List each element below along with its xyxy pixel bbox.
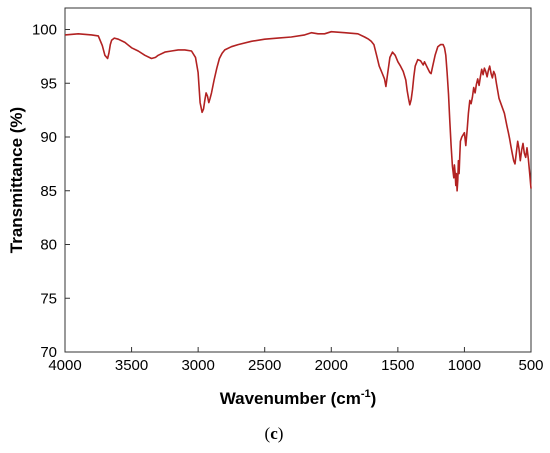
x-tick-label: 1000: [448, 357, 481, 374]
x-tick-label: 2500: [248, 357, 281, 374]
y-tick-label: 90: [40, 129, 57, 146]
caption-open: (: [265, 424, 271, 443]
x-tick-label: 500: [518, 357, 543, 374]
x-tick-label: 3000: [181, 357, 214, 374]
plot-frame: [64, 7, 532, 353]
y-tick-label: 100: [32, 22, 57, 39]
caption-letter: c: [270, 424, 278, 443]
x-tick-label: 1500: [381, 357, 414, 374]
figure-caption: (c): [265, 424, 284, 443]
x-tick-label: 4000: [48, 357, 81, 374]
x-axis-title-close: ): [371, 389, 377, 408]
y-axis-title: Transmittance (%): [7, 107, 26, 253]
x-axis-title-superscript: -1: [361, 388, 371, 400]
y-axis: 70 75 80 85 90 95 100: [32, 22, 70, 361]
x-tick-label: 3500: [115, 357, 148, 374]
caption-close: ): [278, 424, 284, 443]
x-axis: 4000 3500 3000 2500 2000 1500 1000 500: [48, 347, 544, 374]
plot-area-border: [64, 7, 532, 353]
y-tick-label: 95: [40, 75, 57, 92]
x-axis-title: Wavenumber (cm-1): [220, 388, 377, 408]
series-group: [64, 30, 532, 192]
y-tick-label: 85: [40, 183, 57, 200]
series-line: [64, 30, 532, 192]
y-tick-label: 75: [40, 290, 57, 307]
x-tick-label: 2000: [315, 357, 348, 374]
y-tick-label: 80: [40, 237, 57, 254]
x-axis-title-main: Wavenumber (cm: [220, 389, 361, 408]
y-tick-label: 70: [40, 344, 57, 361]
